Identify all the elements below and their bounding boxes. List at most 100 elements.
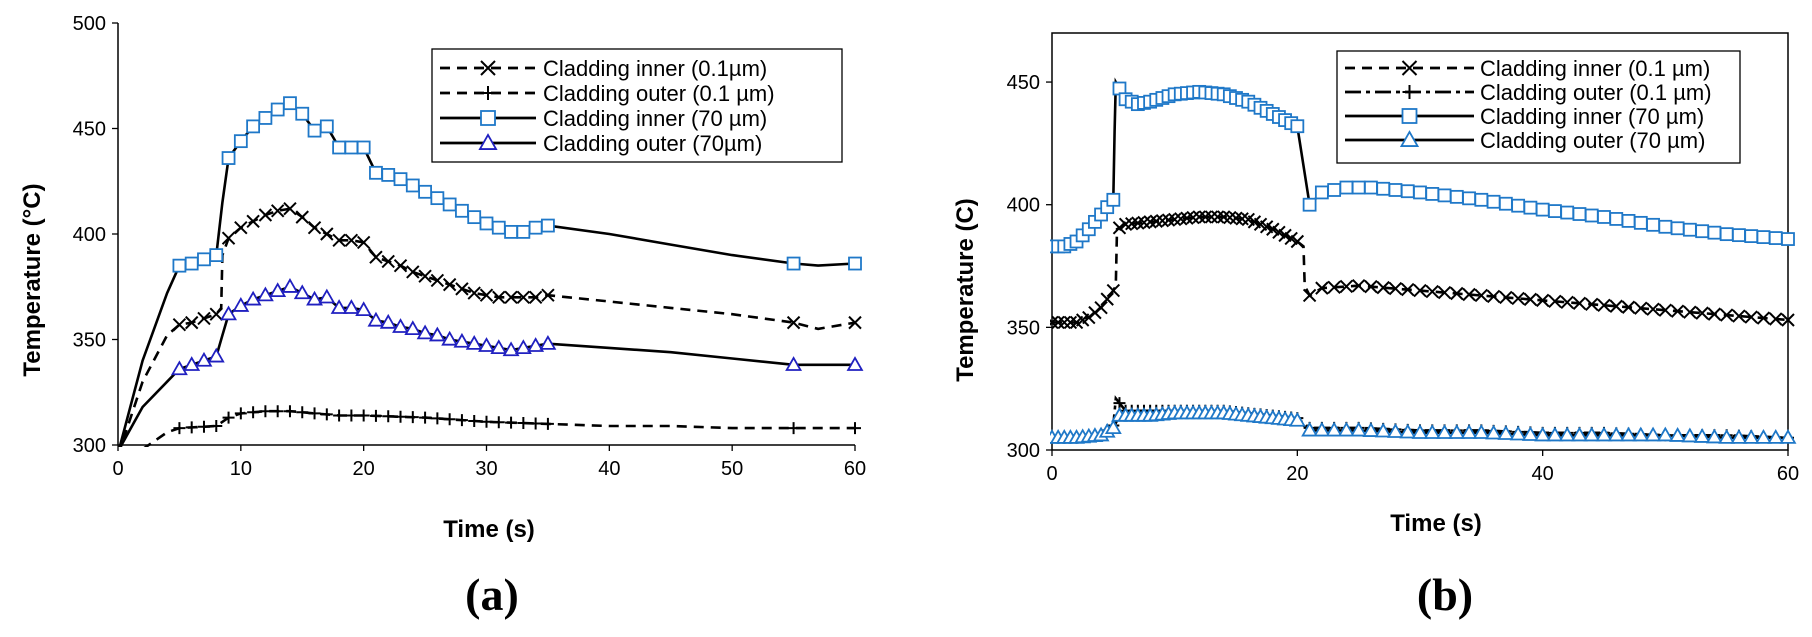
data-point-2 [1449, 189, 1464, 204]
data-point-1 [541, 417, 554, 430]
data-point-2 [1314, 185, 1329, 200]
data-point-0 [1050, 315, 1059, 330]
data-point-3 [1472, 424, 1490, 439]
data-point-3 [379, 313, 397, 329]
series-markers-3 [1050, 404, 1797, 444]
data-point-0 [1063, 315, 1078, 330]
data-point-3 [195, 351, 213, 367]
data-point-3 [1497, 425, 1515, 440]
data-point-3 [1374, 422, 1392, 438]
data-point-2 [1486, 194, 1501, 209]
data-point-1 [517, 417, 530, 430]
data-point-2 [184, 256, 199, 271]
data-point-3 [1583, 426, 1601, 442]
data-point-0 [1769, 312, 1783, 326]
data-point-0 [1198, 210, 1213, 224]
data-point-2 [270, 102, 285, 117]
data-point-2 [258, 111, 273, 125]
data-point-3 [281, 278, 299, 293]
data-point-2 [1707, 225, 1722, 240]
data-point-1 [369, 409, 382, 422]
x-axis-label: Time (s) [1390, 510, 1482, 537]
y-axis-ticks: 300 350 400 450 500 [73, 13, 118, 457]
data-point-3 [1448, 424, 1466, 439]
legend-marker-0 [1401, 60, 1418, 76]
data-point-1 [849, 422, 861, 435]
series-markers-3 [170, 278, 864, 376]
data-point-2 [405, 178, 420, 193]
data-point-1 [431, 412, 444, 425]
data-point-3 [1730, 429, 1748, 444]
data-point-0 [848, 315, 862, 330]
data-point-0 [1112, 221, 1127, 235]
data-point-2 [307, 123, 322, 138]
data-point-2 [1351, 180, 1366, 195]
data-point-1 [480, 415, 493, 428]
data-point-3 [514, 339, 532, 355]
data-point-1 [173, 422, 186, 435]
legend-marker-3 [478, 133, 498, 150]
data-point-3 [846, 356, 864, 371]
data-point-2 [233, 134, 248, 149]
data-point-0 [1364, 279, 1378, 294]
data-point-2 [1584, 208, 1599, 223]
data-point-3 [1705, 428, 1723, 444]
legend-marker-2 [480, 110, 496, 126]
data-point-0 [1511, 291, 1525, 306]
data-point-2 [491, 220, 506, 235]
y-axis-label: Temperature (C) [952, 198, 979, 382]
data-point-0 [1732, 309, 1746, 323]
legend: Cladding inner (0.1µm) Cladding outer (0… [431, 48, 843, 163]
data-point-3 [785, 356, 803, 371]
data-point-2 [1621, 213, 1636, 228]
data-point-2 [1437, 188, 1452, 203]
data-point-3 [330, 299, 348, 314]
data-point-3 [1387, 423, 1404, 438]
data-point-1 [296, 406, 309, 419]
data-point-3 [220, 305, 238, 321]
data-point-2 [1768, 231, 1783, 245]
data-point-0 [270, 204, 285, 218]
y-tick-label: 350 [1007, 317, 1040, 339]
legend-label-1: Cladding outer (0.1 µm) [543, 81, 775, 106]
data-point-3 [502, 341, 520, 357]
data-point-2 [1290, 119, 1305, 134]
data-point-0 [1210, 210, 1225, 224]
legend-label-0: Cladding inner (0.1µm) [543, 56, 767, 81]
data-point-2 [369, 165, 383, 180]
data-point-2 [442, 197, 457, 212]
data-point-3 [1423, 424, 1441, 439]
x-tick-label: 50 [721, 458, 743, 480]
y-axis-ticks: 300 350 400 450 [1007, 72, 1052, 462]
data-point-2 [1682, 222, 1697, 237]
data-point-0 [455, 282, 469, 296]
data-point-3 [1485, 424, 1503, 440]
legend-label-0: Cladding inner (0.1 µm) [1480, 56, 1710, 81]
data-point-2 [1523, 200, 1538, 215]
data-point-0 [221, 231, 236, 245]
data-point-1 [787, 422, 800, 435]
x-axis-ticks: 0 20 40 60 [1046, 450, 1799, 485]
data-point-1 [468, 414, 481, 427]
data-point-0 [1051, 315, 1065, 330]
data-point-3 [453, 332, 471, 348]
data-point-2 [848, 256, 862, 271]
data-point-1 [308, 407, 321, 420]
data-point-2 [786, 256, 801, 271]
data-point-2 [1597, 210, 1611, 224]
y-tick-label: 300 [1007, 440, 1040, 462]
data-point-2 [1413, 185, 1427, 200]
data-point-3 [1669, 427, 1687, 442]
data-point-2 [1535, 202, 1550, 217]
data-point-0 [1744, 310, 1758, 324]
data-point-0 [1413, 283, 1427, 298]
data-point-1 [345, 409, 358, 422]
series-markers-0 [172, 201, 862, 332]
data-point-0 [1290, 234, 1305, 249]
data-point-2 [1425, 187, 1440, 201]
data-point-2 [1646, 217, 1660, 232]
data-point-2 [1106, 192, 1121, 207]
data-point-1 [320, 408, 333, 421]
data-point-2 [283, 96, 297, 111]
data-point-0 [1658, 303, 1673, 317]
